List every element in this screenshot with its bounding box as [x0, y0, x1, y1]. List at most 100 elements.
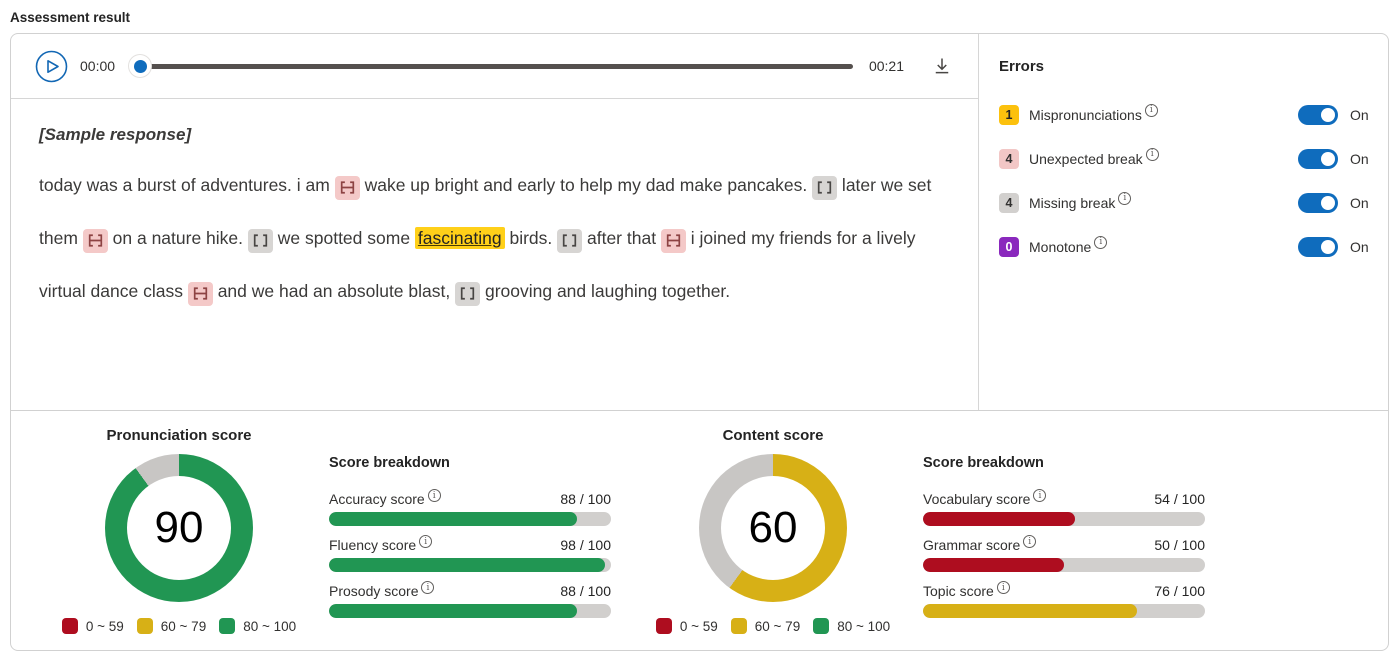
- info-icon[interactable]: i: [1033, 489, 1047, 502]
- error-toggle-missing-break[interactable]: [1298, 193, 1338, 213]
- fluency-score-row: Fluency score i 98 / 100: [329, 535, 611, 572]
- pronunciation-donut-chart: 90: [105, 454, 253, 602]
- fluency-score-value: 98 / 100: [560, 537, 611, 553]
- scores-section: Pronunciation score 90 0 ~ 59 60 ~ 79 80 ~…: [11, 410, 1388, 650]
- sample-response-header: [Sample response]: [39, 125, 192, 144]
- info-icon[interactable]: i: [1145, 147, 1159, 161]
- topic-score-bar-track: [923, 604, 1205, 618]
- unexpected-break-marker[interactable]: [82, 228, 108, 253]
- mispronounced-word[interactable]: fascinating: [414, 227, 505, 249]
- unexpected-break-icon: [340, 181, 354, 194]
- grammar-score-bar-fill: [923, 558, 1064, 572]
- unexpected-break-marker[interactable]: [334, 175, 360, 200]
- error-toggle-mispronunciations[interactable]: [1298, 105, 1338, 125]
- error-toggle-unexpected-break[interactable]: [1298, 149, 1338, 169]
- pronunciation-score-title: Pronunciation score: [106, 427, 252, 444]
- page-title: Assessment result: [10, 10, 131, 25]
- error-label: Missing break: [1029, 195, 1116, 211]
- error-label: Monotone: [1029, 239, 1092, 255]
- missing-break-marker[interactable]: [247, 228, 273, 253]
- vocabulary-score-bar-fill: [923, 512, 1076, 526]
- legend-label: 60 ~ 79: [754, 618, 801, 634]
- slider-track[interactable]: [137, 64, 853, 69]
- legend-label: 0 ~ 59: [85, 618, 124, 634]
- info-icon[interactable]: i: [419, 535, 433, 548]
- audio-player: 00:00 00:21: [11, 34, 978, 99]
- vocabulary-score-label: Vocabulary score: [923, 491, 1031, 507]
- transcript-section: [Sample response] today was a burst of a…: [11, 99, 978, 410]
- topic-score-bar-fill: [923, 604, 1138, 618]
- pronunciation-score-value: 90: [154, 503, 204, 552]
- legend-label: 80 ~ 100: [243, 618, 297, 634]
- error-count-badge: 1: [999, 105, 1019, 125]
- topic-score-label: Topic score: [923, 583, 994, 599]
- content-score-section: Content score 60 0 ~ 59 60 ~ 79 80 ~ 100 S…: [623, 427, 1205, 650]
- error-row-unexpected-break: 4 Unexpected break i On: [999, 147, 1372, 169]
- missing-break-icon: [253, 234, 268, 247]
- topic-score-value: 76 / 100: [1154, 583, 1205, 599]
- slider-handle-dot: [133, 59, 147, 73]
- legend-item-60-79: 60 ~ 79: [136, 618, 207, 634]
- content-donut-chart: 60: [699, 454, 847, 602]
- toggle-knob: [1321, 152, 1335, 166]
- fluency-score-bar-track: [329, 558, 611, 572]
- toggle-knob: [1321, 196, 1335, 210]
- legend-label: 60 ~ 79: [160, 618, 207, 634]
- errors-list: 1 Mispronunciations i On 4 Unexpected break i O…: [999, 103, 1372, 257]
- total-time: 00:21: [868, 58, 904, 74]
- missing-break-marker[interactable]: [557, 228, 583, 253]
- info-icon[interactable]: i: [996, 581, 1010, 594]
- toggle-knob: [1321, 240, 1335, 254]
- error-toggle-monotone[interactable]: [1298, 237, 1338, 257]
- missing-break-marker[interactable]: [455, 281, 481, 306]
- unexpected-break-marker[interactable]: [660, 228, 686, 253]
- legend-swatch: [655, 618, 672, 634]
- prosody-score-row: Prosody score i 88 / 100: [329, 581, 611, 618]
- error-row-missing-break: 4 Missing break i On: [999, 191, 1372, 213]
- toggle-state-label: On: [1350, 195, 1369, 211]
- unexpected-break-icon: [88, 234, 102, 247]
- info-icon[interactable]: i: [421, 581, 435, 594]
- error-count-badge: 4: [999, 149, 1019, 169]
- info-icon[interactable]: i: [1118, 191, 1132, 205]
- info-icon[interactable]: i: [1094, 235, 1108, 249]
- prosody-score-bar-fill: [329, 604, 578, 618]
- slider-handle[interactable]: [129, 55, 152, 77]
- error-label: Unexpected break: [1029, 151, 1143, 167]
- error-label: Mispronunciations: [1029, 107, 1142, 123]
- missing-break-marker[interactable]: [812, 175, 838, 200]
- current-time: 00:00: [80, 58, 116, 74]
- content-breakdown-list: Vocabulary score i 54 / 100 Grammar score i 5…: [923, 489, 1205, 618]
- content-score-value: 60: [748, 503, 798, 552]
- error-row-mispronunciations: 1 Mispronunciations i On: [999, 103, 1372, 125]
- info-icon[interactable]: i: [427, 489, 441, 502]
- accuracy-score-label: Accuracy score: [329, 491, 425, 507]
- legend-swatch: [136, 618, 153, 634]
- fluency-score-bar-fill: [329, 558, 606, 572]
- legend-item-80-100: 80 ~ 100: [813, 618, 890, 634]
- prosody-score-label: Prosody score: [329, 583, 419, 599]
- legend-swatch: [730, 618, 747, 634]
- vocabulary-score-row: Vocabulary score i 54 / 100: [923, 489, 1205, 526]
- download-button[interactable]: [932, 56, 952, 76]
- vocabulary-score-bar-track: [923, 512, 1205, 526]
- pronunciation-breakdown-list: Accuracy score i 88 / 100 Fluency score i 98 …: [329, 489, 611, 618]
- info-icon[interactable]: i: [1144, 103, 1158, 117]
- legend-label: 0 ~ 59: [679, 618, 718, 634]
- info-icon[interactable]: i: [1023, 535, 1037, 548]
- legend-swatch: [813, 618, 830, 634]
- grammar-score-bar-track: [923, 558, 1205, 572]
- content-score-title: Content score: [722, 427, 824, 444]
- vocabulary-score-value: 54 / 100: [1154, 491, 1205, 507]
- fluency-score-label: Fluency score: [329, 537, 417, 553]
- toggle-state-label: On: [1350, 107, 1369, 123]
- play-icon: [35, 50, 68, 82]
- grammar-score-row: Grammar score i 50 / 100: [923, 535, 1205, 572]
- legend-item-80-100: 80 ~ 100: [219, 618, 296, 634]
- unexpected-break-icon: [666, 234, 681, 247]
- play-button[interactable]: [35, 50, 68, 83]
- legend-swatch: [61, 618, 78, 634]
- seek-slider[interactable]: [129, 55, 853, 77]
- unexpected-break-marker[interactable]: [187, 281, 213, 306]
- missing-break-icon: [562, 234, 577, 247]
